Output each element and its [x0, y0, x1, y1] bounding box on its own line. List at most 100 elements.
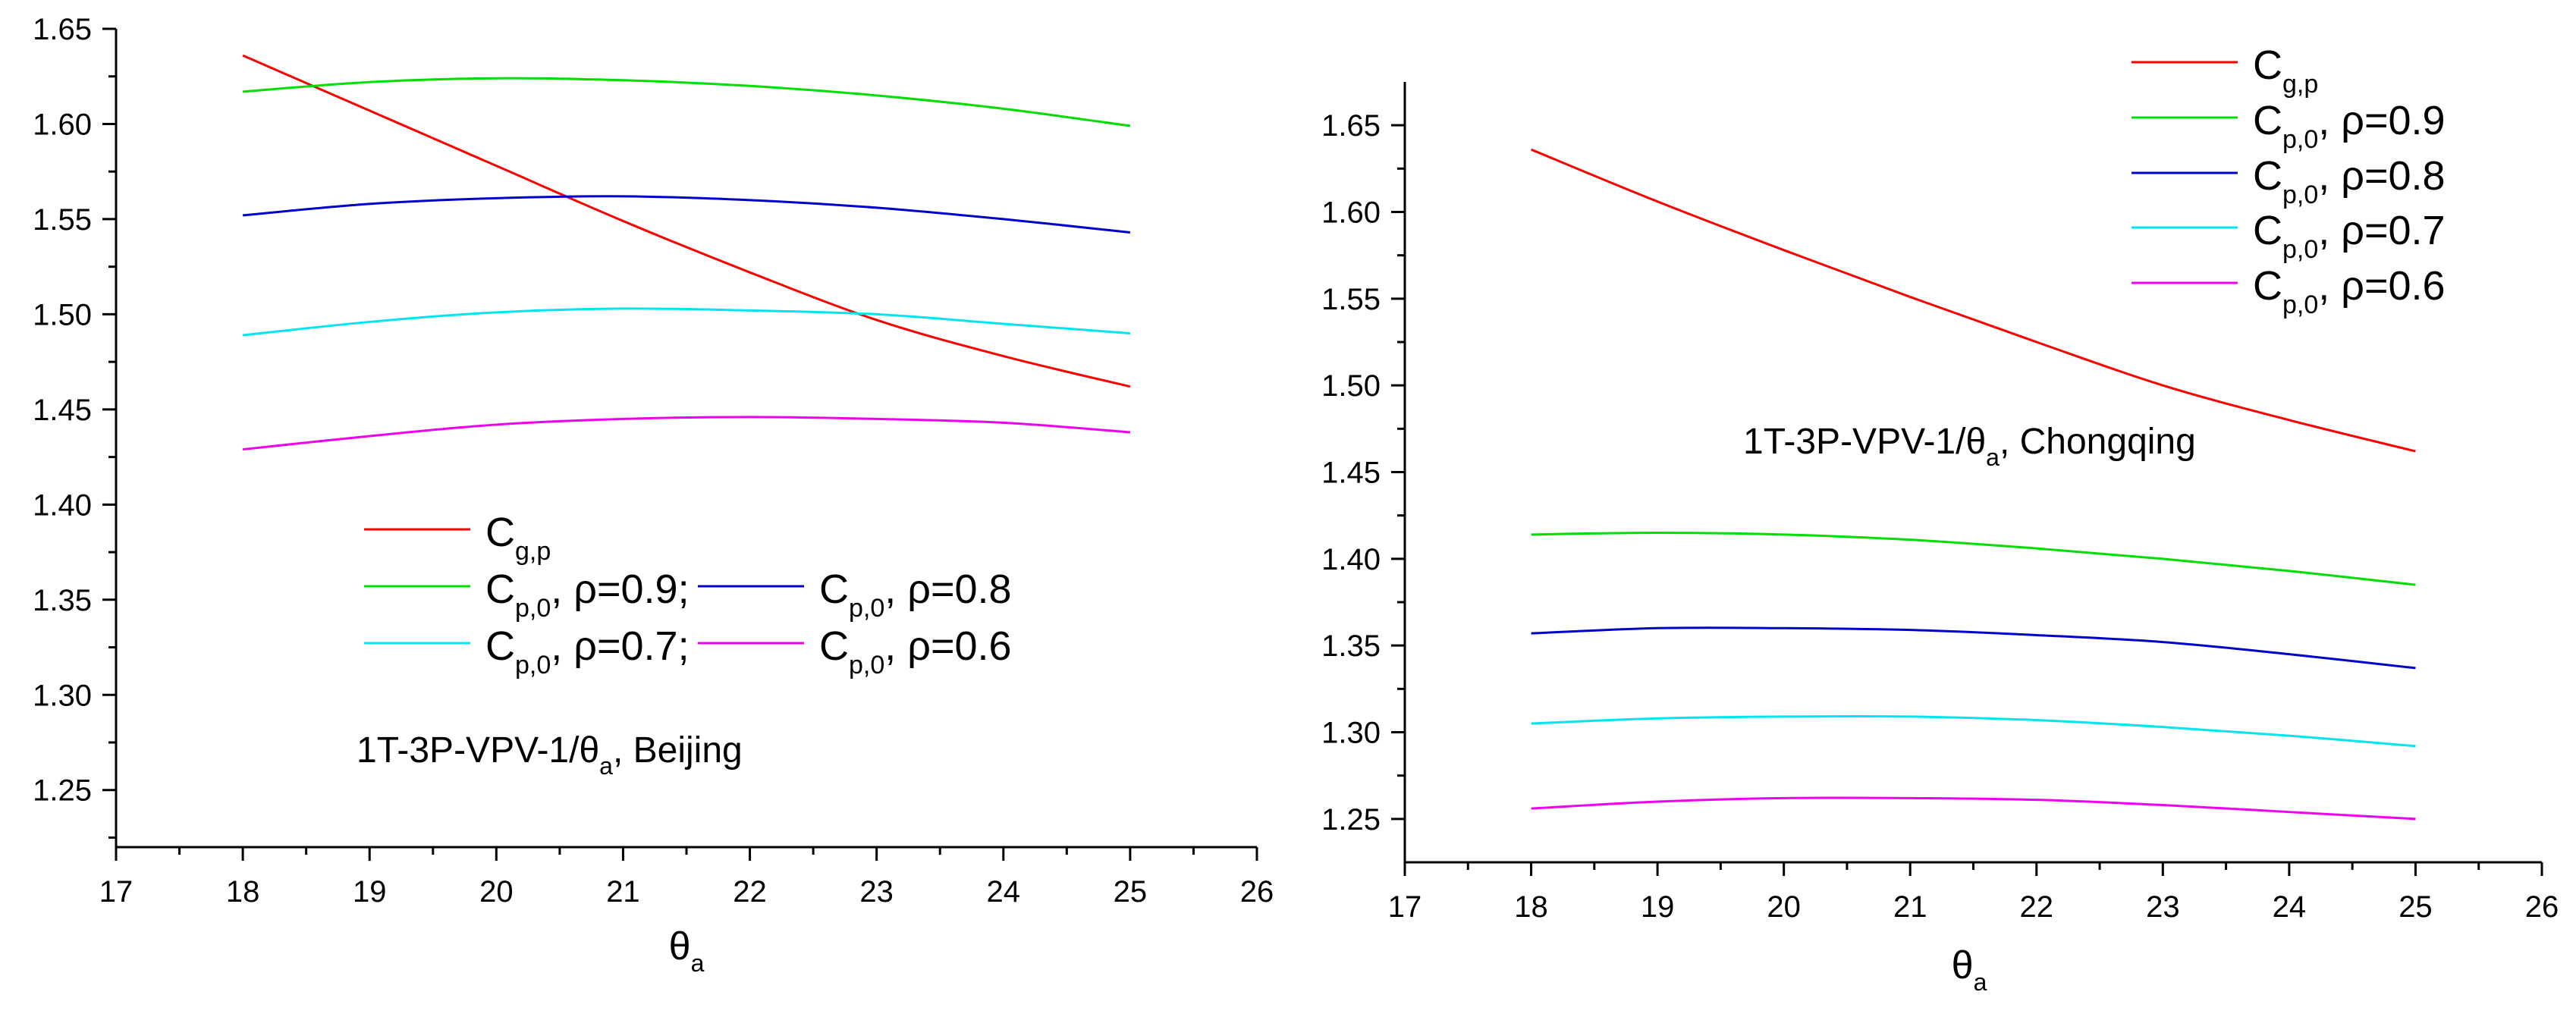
legend-entry-label: Cp,0, ρ=0.8	[819, 567, 1012, 623]
y-tick-label: 1.35	[33, 584, 92, 617]
legend-label-main: C	[2253, 98, 2282, 143]
series-line-cp0-rho-0.7	[1531, 714, 2416, 748]
legend-label-main: C	[485, 567, 515, 612]
beijing-chart-panel: 17 18 19 20 21 22 23 24 25 26 1.25 1.30 1.35 1.40 1.45…	[33, 13, 1274, 977]
legend-label-suffix: , ρ=0.7;	[551, 623, 689, 669]
x-tick-label: 21	[606, 875, 640, 909]
x-tick-label: 20	[1767, 890, 1801, 924]
legend-label-subscript: p,0	[2282, 125, 2318, 154]
legend-label-main: C	[2253, 42, 2282, 88]
y-tick-label: 1.65	[33, 13, 92, 46]
x-axis-title-subscript: a	[1974, 968, 1987, 996]
annotation-suffix: , Beijing	[613, 730, 743, 771]
legend-label-suffix: , ρ=0.8	[2318, 153, 2445, 199]
x-tick-label: 23	[2146, 890, 2180, 924]
series-line-cp0-rho-0.8	[1531, 626, 2416, 670]
x-tick-label: 18	[1514, 890, 1548, 924]
chongqing-chart-panel: 17 18 19 20 21 22 23 24 25 26 1.25 1.30 1.35 1.40 1.45…	[1321, 42, 2559, 996]
legend-label-subscript: g,p	[2282, 70, 2318, 99]
legend-entry-label: Cp,0, ρ=0.7	[2253, 208, 2446, 264]
series-line-cp0-rho-0.9	[1531, 532, 2416, 586]
series-line-cp0-rho-0.8	[242, 195, 1131, 234]
legend-label-suffix: , ρ=0.9	[2318, 98, 2445, 143]
legend-entry-label: Cp,0, ρ=0.7;	[485, 623, 690, 680]
x-axis-title-main: θ	[669, 924, 691, 968]
x-tick-label: 18	[226, 875, 260, 909]
x-tick-label: 17	[99, 875, 134, 909]
y-tick-label: 1.35	[1321, 629, 1381, 663]
series-line-cgp	[242, 54, 1131, 388]
x-tick-label: 23	[859, 875, 894, 909]
annotation-suffix: , Chongqing	[2000, 422, 2196, 462]
x-tick-label: 24	[987, 875, 1021, 909]
legend-label-suffix: , ρ=0.9;	[551, 567, 689, 612]
legend-label-subscript: p,0	[2282, 180, 2318, 209]
x-axis-title: θa	[1952, 943, 1987, 996]
y-tick-label: 1.45	[1321, 457, 1381, 490]
legend-label-main: C	[819, 623, 849, 669]
y-tick-label: 1.50	[1321, 369, 1381, 403]
x-tick-label: 19	[353, 875, 387, 909]
x-tick-label: 22	[733, 875, 767, 909]
x-tick-label: 19	[1641, 890, 1675, 924]
chart-annotation: 1T-3P-VPV-1/θa, Beijing	[357, 730, 743, 780]
legend-label-subscript: p,0	[849, 594, 884, 623]
legend-label-suffix: , ρ=0.8	[884, 567, 1011, 612]
legend-label-subscript: p,0	[849, 651, 884, 680]
x-axis-title-main: θ	[1952, 943, 1974, 987]
annotation-subscript: a	[599, 752, 613, 780]
x-tick-label: 25	[1114, 875, 1148, 909]
x-tick-label: 20	[479, 875, 514, 909]
annotation-text: 1T-3P-VPV-1/θ	[357, 730, 599, 771]
legend-label-main: C	[485, 510, 515, 555]
legend-label-subscript: g,p	[515, 537, 551, 566]
x-tick-label: 21	[1893, 890, 1927, 924]
legend-entry-label: Cp,0, ρ=0.6	[819, 623, 1012, 680]
x-axis-title-subscript: a	[691, 950, 705, 977]
legend-label-main: C	[2253, 208, 2282, 253]
annotation-subscript: a	[1986, 444, 2000, 471]
y-tick-label: 1.30	[1321, 717, 1381, 750]
y-tick-label: 1.25	[1321, 803, 1381, 837]
y-tick-label: 1.45	[33, 394, 92, 427]
y-tick-label: 1.60	[1321, 196, 1381, 230]
series-line-cp0-rho-0.9	[242, 77, 1131, 127]
y-tick-label: 1.60	[33, 108, 92, 141]
y-tick-label: 1.40	[1321, 543, 1381, 576]
annotation-text: 1T-3P-VPV-1/θ	[1743, 422, 1986, 462]
legend-entry-label: Cg,p	[2253, 42, 2318, 99]
x-tick-label: 26	[2525, 890, 2559, 924]
y-tick-label: 1.55	[1321, 283, 1381, 316]
y-tick-label: 1.65	[1321, 109, 1381, 143]
legend-label-main: C	[485, 623, 515, 669]
x-axis-title: θa	[669, 924, 705, 977]
legend-label-subscript: p,0	[2282, 290, 2318, 319]
x-tick-label: 25	[2399, 890, 2433, 924]
x-tick-label: 26	[1240, 875, 1274, 909]
series-line-cgp	[1530, 148, 2416, 453]
legend-label-suffix: , ρ=0.7	[2318, 208, 2445, 253]
x-tick-label: 17	[1388, 890, 1422, 924]
x-tick-label: 24	[2273, 890, 2307, 924]
legend-label-main: C	[2253, 153, 2282, 199]
y-tick-label: 1.30	[33, 679, 92, 712]
legend-entry-label: Cp,0, ρ=0.9;	[485, 567, 690, 623]
series-line-cp0-rho-0.6	[242, 416, 1131, 451]
series-line-cp0-rho-0.6	[1531, 796, 2416, 821]
x-tick-label: 22	[2020, 890, 2054, 924]
chart-annotation: 1T-3P-VPV-1/θa, Chongqing	[1743, 422, 2196, 471]
y-tick-label: 1.40	[33, 488, 92, 522]
series-line-cp0-rho-0.7	[242, 307, 1131, 337]
legend-label-subscript: p,0	[515, 594, 551, 623]
y-tick-label: 1.50	[33, 298, 92, 331]
legend-label-main: C	[819, 567, 849, 612]
legend-label-subscript: p,0	[515, 651, 551, 680]
legend-label-subscript: p,0	[2282, 235, 2318, 264]
y-tick-label: 1.55	[33, 203, 92, 237]
y-tick-label: 1.25	[33, 774, 92, 808]
legend-entry-label: Cg,p	[485, 510, 551, 566]
legend-entry-label: Cp,0, ρ=0.6	[2253, 263, 2446, 319]
legend-label-suffix: , ρ=0.6	[2318, 263, 2445, 309]
legend-entry-label: Cp,0, ρ=0.8	[2253, 153, 2446, 209]
